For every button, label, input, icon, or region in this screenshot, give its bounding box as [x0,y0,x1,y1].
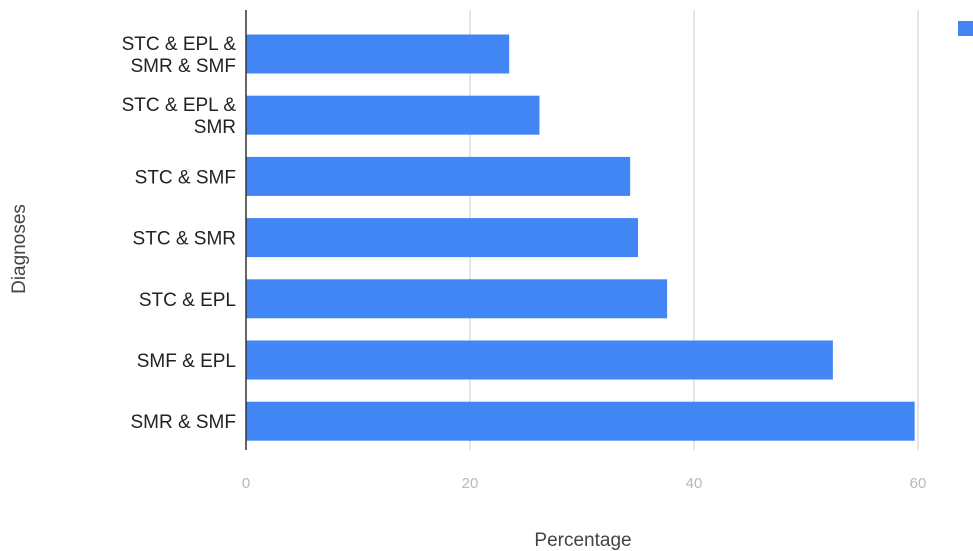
category-label: STC & EPL [139,290,236,311]
category-label: STC & EPL & SMR & SMF [122,34,237,77]
bar [246,95,540,135]
bar [246,218,638,258]
x-tick-label: 20 [462,475,479,492]
bar [246,34,510,74]
category-label: SMR & SMF [130,412,236,433]
category-label: STC & EPL & SMR [122,95,237,138]
bar [246,279,668,319]
bar [246,156,631,196]
bar [246,401,915,441]
category-label: SMF & EPL [137,351,236,372]
x-tick-labels: 0 20 40 60 [242,475,927,492]
x-axis-title: Percentage [534,530,631,551]
bar [246,340,833,380]
category-labels: STC & EPL & SMR & SMF STC & EPL & SMR STC & … [122,34,237,433]
category-label: STC & SMR [133,229,236,250]
legend-swatch [958,21,973,36]
y-axis-title: Diagnoses [9,204,30,294]
bars [246,34,915,441]
x-tick-label: 0 [242,475,250,492]
x-tick-label: 60 [910,475,927,492]
x-tick-label: 40 [686,475,703,492]
category-label: STC & SMF [135,167,236,188]
